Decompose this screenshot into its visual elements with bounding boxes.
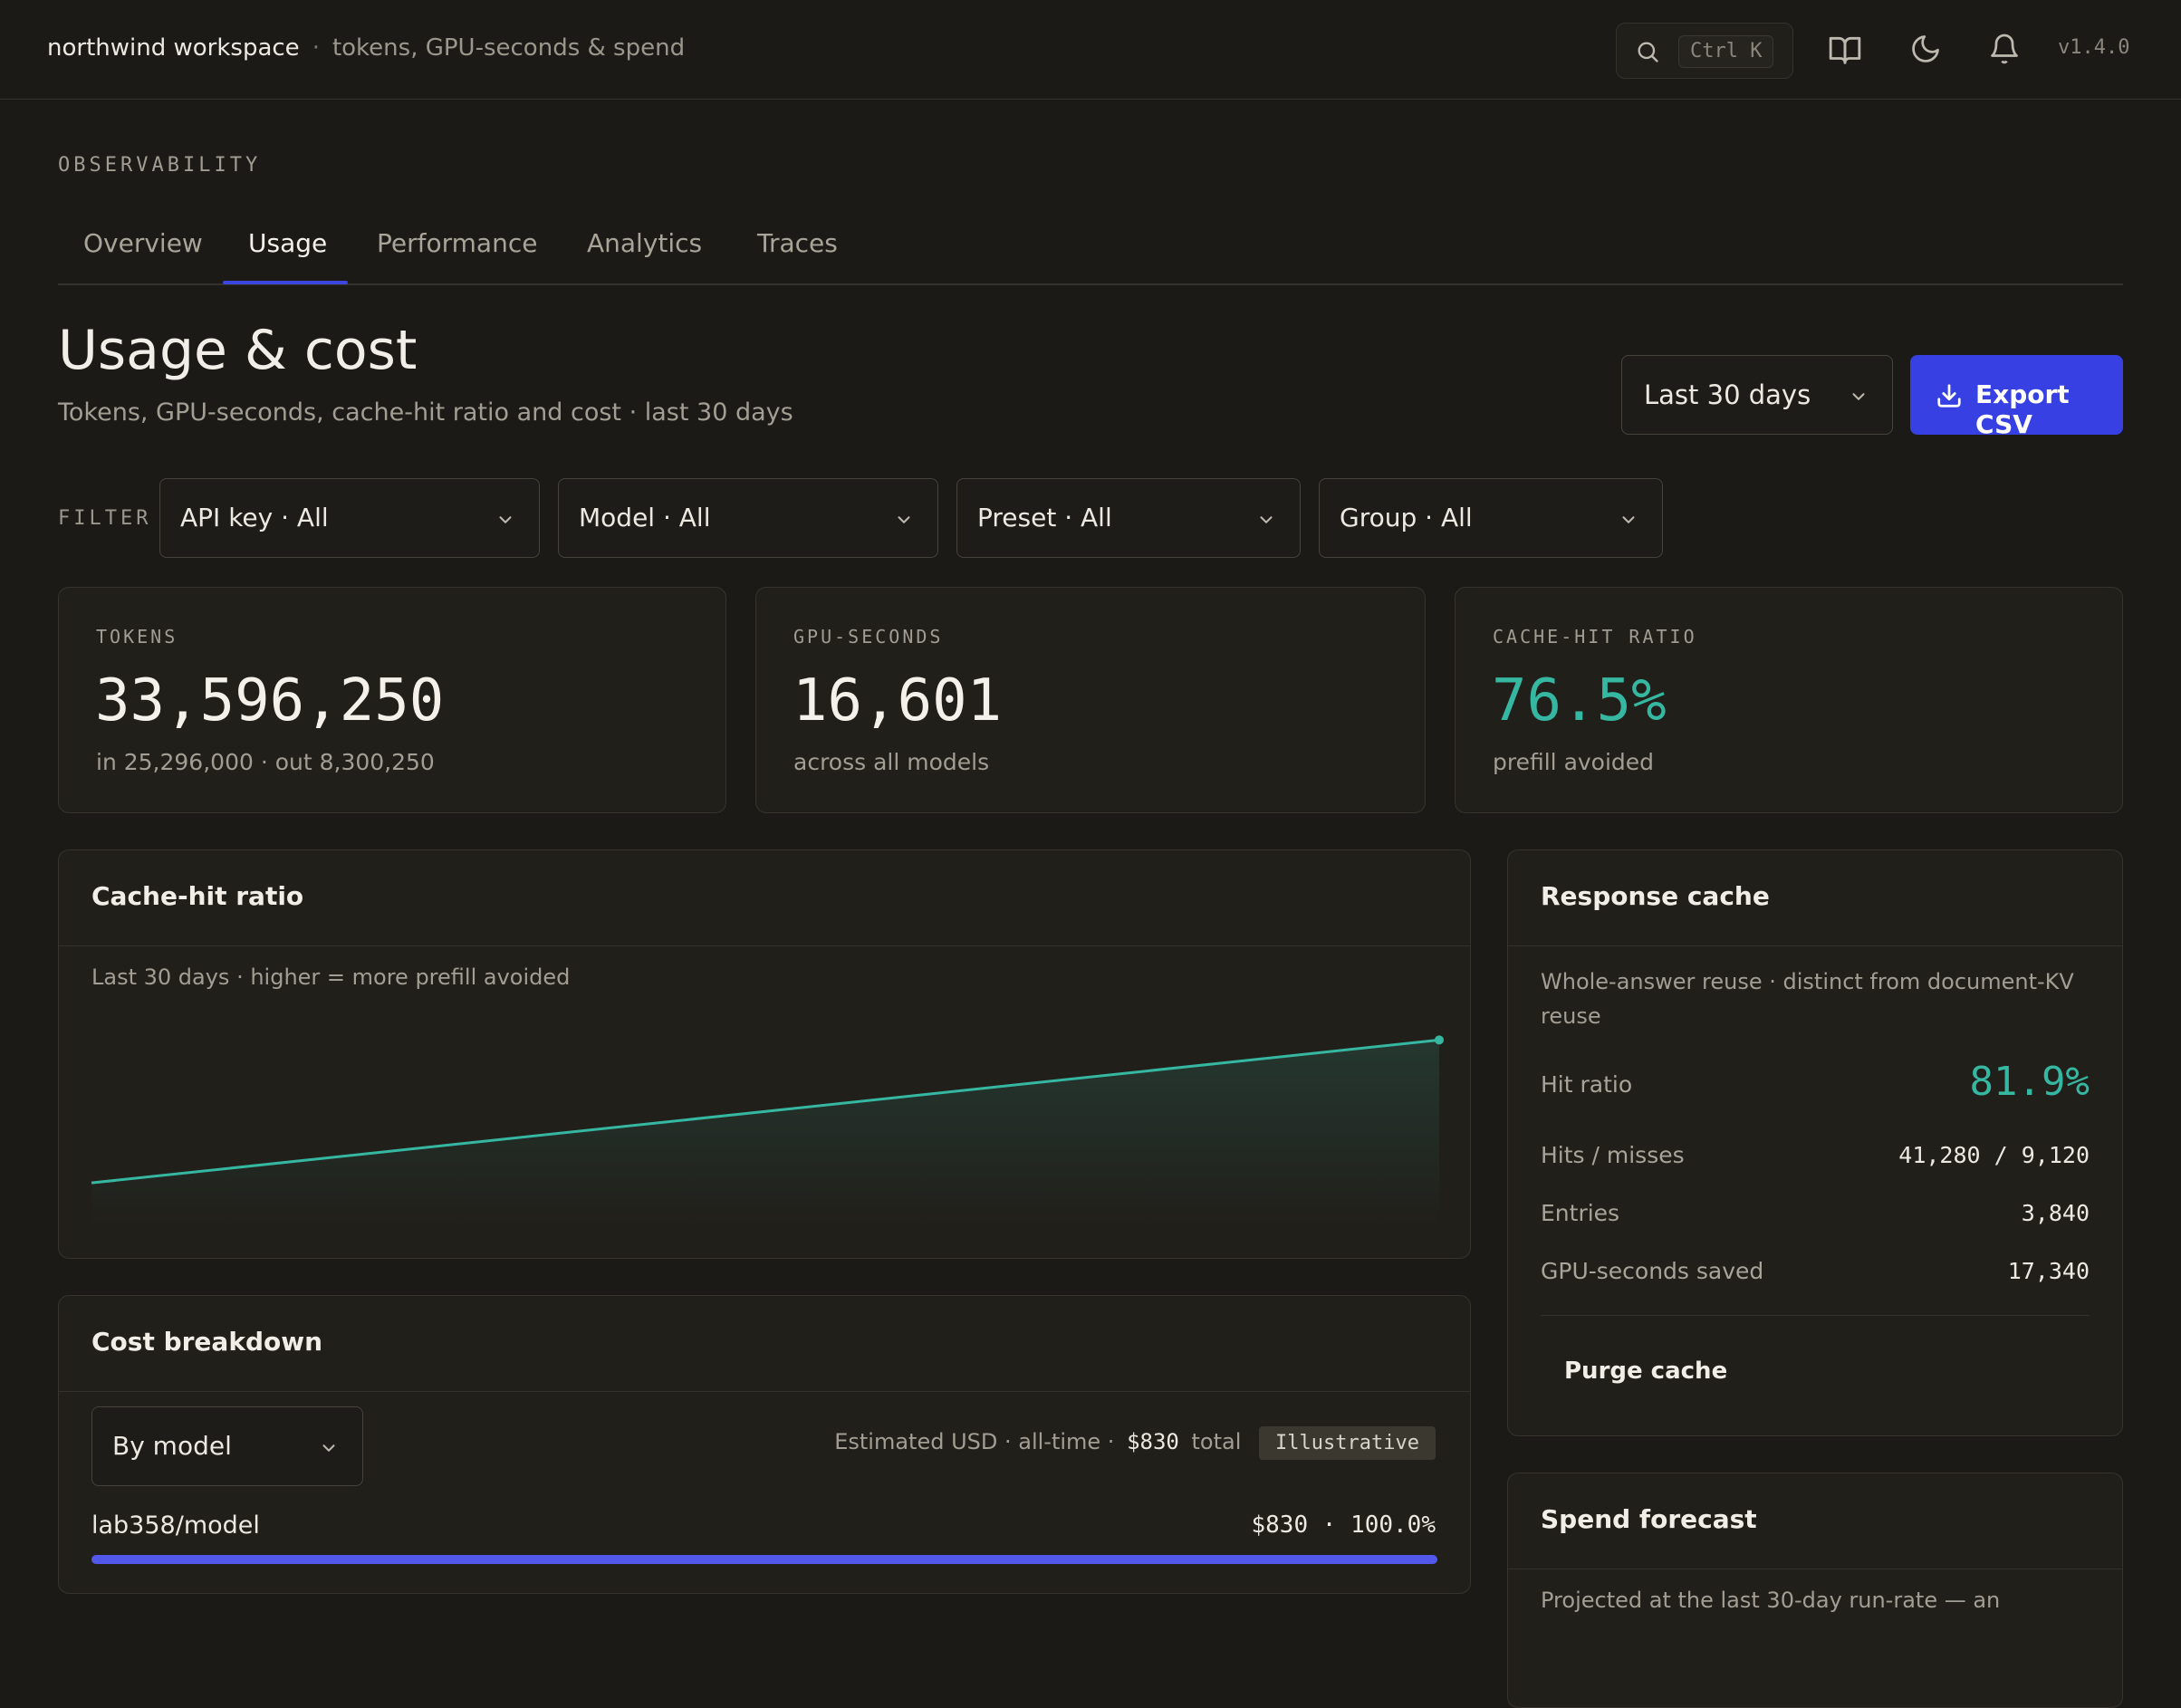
- filter-label: FILTER: [58, 507, 152, 530]
- kpi-subtext: prefill avoided: [1493, 749, 1655, 775]
- chevron-down-icon: [1852, 393, 1865, 400]
- model-filter-value: Model · All: [579, 503, 711, 533]
- kpi-card-tokens: TOKENS 33,596,250 in 25,296,000 · out 8,…: [58, 587, 726, 813]
- group-filter-value: Group · All: [1340, 503, 1473, 533]
- cache-hit-area: [91, 1040, 1439, 1226]
- date-range-value: Last 30 days: [1644, 379, 1811, 410]
- divider: [1541, 1315, 2090, 1316]
- kpi-label: GPU-SECONDS: [793, 626, 944, 648]
- preset-filter-value: Preset · All: [977, 503, 1112, 533]
- panel-title: Cost breakdown: [91, 1327, 323, 1357]
- purge-cache-button[interactable]: Purge cache: [1564, 1358, 1728, 1385]
- spend-forecast-panel: Spend forecast Projected at the last 30-…: [1507, 1473, 2123, 1708]
- search-icon: [1638, 42, 1658, 62]
- export-csv-button[interactable]: Export CSV: [1910, 355, 2123, 439]
- tab-usage[interactable]: Usage: [248, 228, 328, 258]
- tab-overview[interactable]: Overview: [83, 228, 203, 258]
- chevron-down-icon: [499, 516, 512, 523]
- total-label: total: [1191, 1429, 1242, 1454]
- cost-group-by-select[interactable]: By model: [91, 1406, 363, 1486]
- moon-icon[interactable]: [1909, 33, 1942, 65]
- kpi-subtext: across all models: [793, 749, 990, 775]
- bell-icon[interactable]: [1988, 33, 2021, 65]
- stat-value: 41,280 / 9,120: [1898, 1142, 2090, 1168]
- tab-traces[interactable]: Traces: [757, 228, 838, 258]
- group-filter[interactable]: Group · All: [1319, 478, 1663, 558]
- tab-performance[interactable]: Performance: [377, 228, 538, 258]
- panel-title: Spend forecast: [1541, 1504, 1757, 1534]
- cost-row-model: lab358/model: [91, 1511, 260, 1540]
- page-subtitle: Tokens, GPU-seconds, cache-hit ratio and…: [58, 398, 793, 427]
- api-key-filter[interactable]: API key · All: [159, 478, 540, 558]
- stat-label: GPU-seconds saved: [1541, 1258, 1764, 1284]
- workspace-breadcrumb: northwind workspace · tokens, GPU-seconds …: [47, 34, 685, 62]
- cache-hit-line-chart: [91, 1035, 1444, 1226]
- chevron-down-icon: [898, 516, 910, 523]
- cost-estimate-summary: Estimated USD · all-time · $830 total Il…: [834, 1426, 1436, 1460]
- kpi-subtext: in 25,296,000 · out 8,300,250: [96, 749, 435, 775]
- estimate-prefix: Estimated USD · all-time ·: [834, 1429, 1115, 1454]
- total-cost: $830: [1127, 1429, 1179, 1454]
- hit-ratio-row: Hit ratio 81.9%: [1541, 1059, 2090, 1113]
- cost-breakdown-panel: Cost breakdown By model Estimated USD · …: [58, 1295, 1471, 1594]
- tab-analytics[interactable]: Analytics: [587, 228, 703, 258]
- command-search-button[interactable]: Ctrl K: [1616, 23, 1793, 79]
- cost-group-by-value: By model: [112, 1431, 232, 1461]
- stat-label: Hits / misses: [1541, 1142, 1685, 1168]
- stat-value: 3,840: [2021, 1200, 2090, 1226]
- illustrative-badge: Illustrative: [1259, 1426, 1436, 1460]
- panel-header: Cache-hit ratio: [59, 850, 1470, 946]
- kpi-card-cache-hit-ratio: CACHE-HIT RATIO 76.5% prefill avoided: [1455, 587, 2123, 813]
- page-title: Usage & cost: [58, 319, 418, 382]
- note-line: reuse: [1541, 1003, 1601, 1029]
- kpi-value: 16,601: [793, 667, 1003, 734]
- chevron-down-icon: [322, 1444, 335, 1452]
- breadcrumb-separator: ·: [312, 34, 320, 62]
- panel-header: Response cache: [1508, 850, 2122, 946]
- docs-book-icon[interactable]: [1828, 33, 1862, 67]
- top-bar: northwind workspace · tokens, GPU-seconds …: [0, 0, 2181, 100]
- api-key-filter-value: API key · All: [180, 503, 329, 533]
- panel-title: Response cache: [1541, 881, 1770, 911]
- cache-hit-line: [91, 1038, 1440, 1185]
- panel-title: Cache-hit ratio: [91, 881, 304, 911]
- stat-label: Entries: [1541, 1200, 1620, 1226]
- hit-ratio-value: 81.9%: [1969, 1059, 2090, 1105]
- kpi-value: 76.5%: [1492, 667, 1667, 734]
- kpi-label: TOKENS: [96, 626, 178, 648]
- kpi-label: CACHE-HIT RATIO: [1493, 626, 1697, 648]
- date-range-select[interactable]: Last 30 days: [1621, 355, 1893, 435]
- section-label: OBSERVABILITY: [58, 154, 262, 177]
- panel-header: Cost breakdown: [59, 1296, 1470, 1392]
- note-line: Whole-answer reuse · distinct from docum…: [1541, 969, 2074, 994]
- forecast-note: Projected at the last 30-day run-rate — …: [1541, 1588, 2001, 1613]
- tab-bar: Overview Usage Performance Analytics Tra…: [58, 216, 2123, 285]
- cost-share-bar: [91, 1555, 1437, 1564]
- cache-hit-chart-panel: Cache-hit ratio Last 30 days · higher = …: [58, 849, 1471, 1259]
- kpi-card-gpu-seconds: GPU-SECONDS 16,601 across all models: [755, 587, 1426, 813]
- cost-share-bar-track: [91, 1555, 1437, 1564]
- model-filter[interactable]: Model · All: [558, 478, 938, 558]
- panel-header: Spend forecast: [1508, 1473, 2122, 1569]
- export-csv-label: Export CSV: [1975, 379, 2070, 439]
- download-icon: [1937, 384, 1961, 408]
- chevron-down-icon: [1622, 516, 1635, 523]
- chevron-down-icon: [1260, 516, 1273, 523]
- kpi-value: 33,596,250: [95, 667, 445, 734]
- preset-filter[interactable]: Preset · All: [956, 478, 1301, 558]
- search-shortcut-hint: Ctrl K: [1678, 35, 1774, 68]
- active-tab-indicator: [223, 281, 348, 284]
- cost-row-amount: $830 · 100.0%: [1251, 1511, 1436, 1539]
- cache-hit-end-point: [1435, 1035, 1444, 1045]
- stat-value: 17,340: [2007, 1258, 2090, 1284]
- hit-ratio-label: Hit ratio: [1541, 1071, 1633, 1098]
- response-cache-panel: Response cache Whole-answer reuse · dist…: [1507, 849, 2123, 1436]
- chart-note: Last 30 days · higher = more prefill avo…: [91, 964, 571, 990]
- response-cache-note: Whole-answer reuse · distinct from docum…: [1541, 964, 2090, 1033]
- app-version: v1.4.0: [2058, 36, 2130, 59]
- workspace-context: tokens, GPU-seconds & spend: [331, 34, 686, 62]
- workspace-name[interactable]: northwind workspace: [47, 34, 300, 62]
